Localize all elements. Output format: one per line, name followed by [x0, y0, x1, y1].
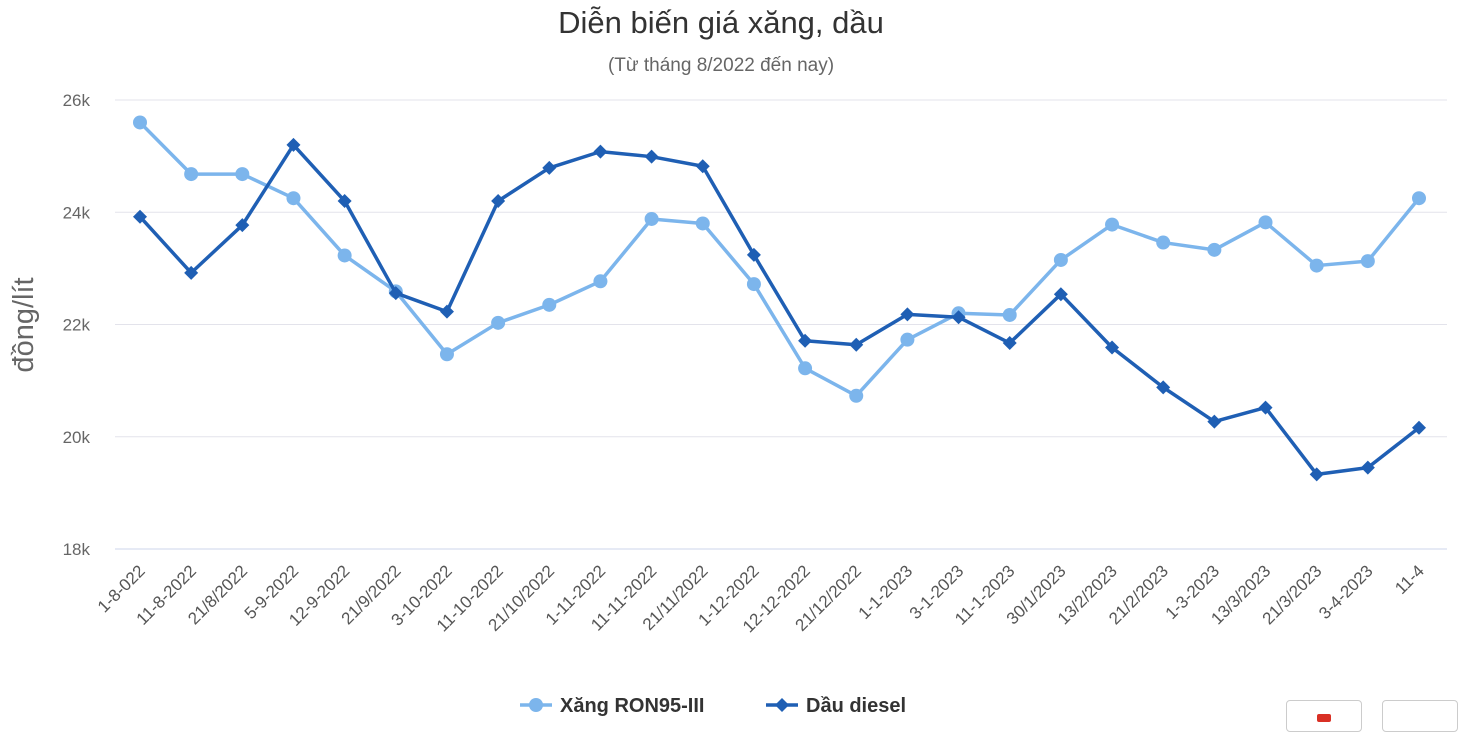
data-point[interactable] [439, 347, 454, 362]
data-point[interactable] [133, 115, 147, 130]
data-point[interactable] [235, 218, 250, 233]
data-point[interactable] [1412, 191, 1426, 206]
data-point[interactable] [286, 137, 301, 152]
x-axis-ticks: 1-8-02211-8-202221/8/20225-9-202212-9-20… [94, 561, 1428, 636]
x-tick-label: 11-4 [1391, 561, 1428, 598]
export-icon [1317, 714, 1331, 722]
x-tick-label: 3-4-2023 [1315, 561, 1377, 623]
data-point[interactable] [1412, 420, 1426, 435]
legend-marker [529, 698, 543, 712]
data-point[interactable] [798, 333, 813, 348]
data-point[interactable] [593, 274, 608, 289]
y-axis-label: đồng/lít [8, 277, 40, 372]
data-point[interactable] [439, 304, 454, 319]
data-point[interactable] [1105, 217, 1120, 232]
data-point[interactable] [184, 167, 199, 182]
legend-label: Xăng RON95-III [560, 695, 704, 717]
export-menu-button[interactable] [1286, 700, 1362, 732]
data-point[interactable] [849, 388, 864, 403]
data-point[interactable] [491, 194, 506, 209]
x-tick-label: 1-1-2023 [855, 561, 917, 623]
data-point[interactable] [1207, 414, 1222, 429]
data-point[interactable] [900, 332, 915, 347]
legend-label: Dầu diesel [806, 695, 906, 717]
y-axis-ticks: 18k 20k 22k 24k 26k [63, 91, 91, 559]
data-point[interactable] [1002, 307, 1017, 322]
gridlines [115, 99, 1447, 550]
legend-marker [775, 698, 789, 712]
data-point[interactable] [286, 191, 301, 206]
y-tick-label: 20k [63, 428, 91, 447]
data-point[interactable] [849, 337, 864, 352]
y-tick-label: 26k [63, 91, 91, 110]
data-point[interactable] [1360, 254, 1375, 269]
legend-item[interactable]: Dầu diesel [766, 695, 906, 717]
legend-item[interactable]: Xăng RON95-III [520, 695, 704, 717]
data-point[interactable] [695, 159, 710, 174]
data-point[interactable] [1105, 340, 1120, 355]
data-point[interactable] [1258, 215, 1273, 230]
series-1 [133, 115, 1426, 403]
data-point[interactable] [644, 149, 659, 164]
data-point[interactable] [1053, 287, 1068, 302]
y-tick-label: 18k [63, 540, 91, 559]
data-point[interactable] [1207, 242, 1222, 257]
data-point[interactable] [900, 307, 915, 322]
data-point[interactable] [951, 310, 966, 325]
data-point[interactable] [644, 211, 659, 226]
data-point[interactable] [695, 216, 710, 231]
data-point[interactable] [1053, 252, 1068, 267]
data-point[interactable] [1156, 235, 1171, 250]
series-2 [133, 137, 1426, 482]
legend[interactable]: Xăng RON95-III Dầu diesel [520, 695, 906, 717]
data-point[interactable] [184, 265, 199, 280]
data-point[interactable] [746, 277, 761, 292]
y-tick-label: 22k [63, 316, 91, 335]
series-line [138, 120, 1421, 398]
data-point[interactable] [491, 315, 506, 330]
data-point[interactable] [798, 361, 813, 376]
data-point[interactable] [1360, 460, 1375, 475]
menu-button[interactable] [1382, 700, 1458, 732]
chart-subtitle: (Từ tháng 8/2022 đến nay) [608, 55, 834, 76]
data-point[interactable] [1258, 400, 1273, 415]
data-point[interactable] [337, 248, 352, 263]
data-point[interactable] [542, 160, 557, 175]
data-point[interactable] [542, 297, 557, 312]
series-layer [133, 115, 1426, 482]
data-point[interactable] [1309, 467, 1324, 482]
data-point[interactable] [337, 194, 352, 209]
data-point[interactable] [1309, 258, 1324, 273]
data-point[interactable] [1156, 380, 1171, 395]
data-point[interactable] [388, 286, 403, 301]
data-point[interactable] [746, 247, 761, 262]
data-point[interactable] [1002, 336, 1017, 351]
series-line [138, 143, 1421, 477]
data-point[interactable] [235, 167, 250, 182]
chart-title: Diễn biến giá xăng, dầu [558, 5, 884, 40]
data-point[interactable] [133, 209, 147, 224]
data-point[interactable] [593, 144, 608, 159]
y-tick-label: 24k [63, 203, 91, 222]
